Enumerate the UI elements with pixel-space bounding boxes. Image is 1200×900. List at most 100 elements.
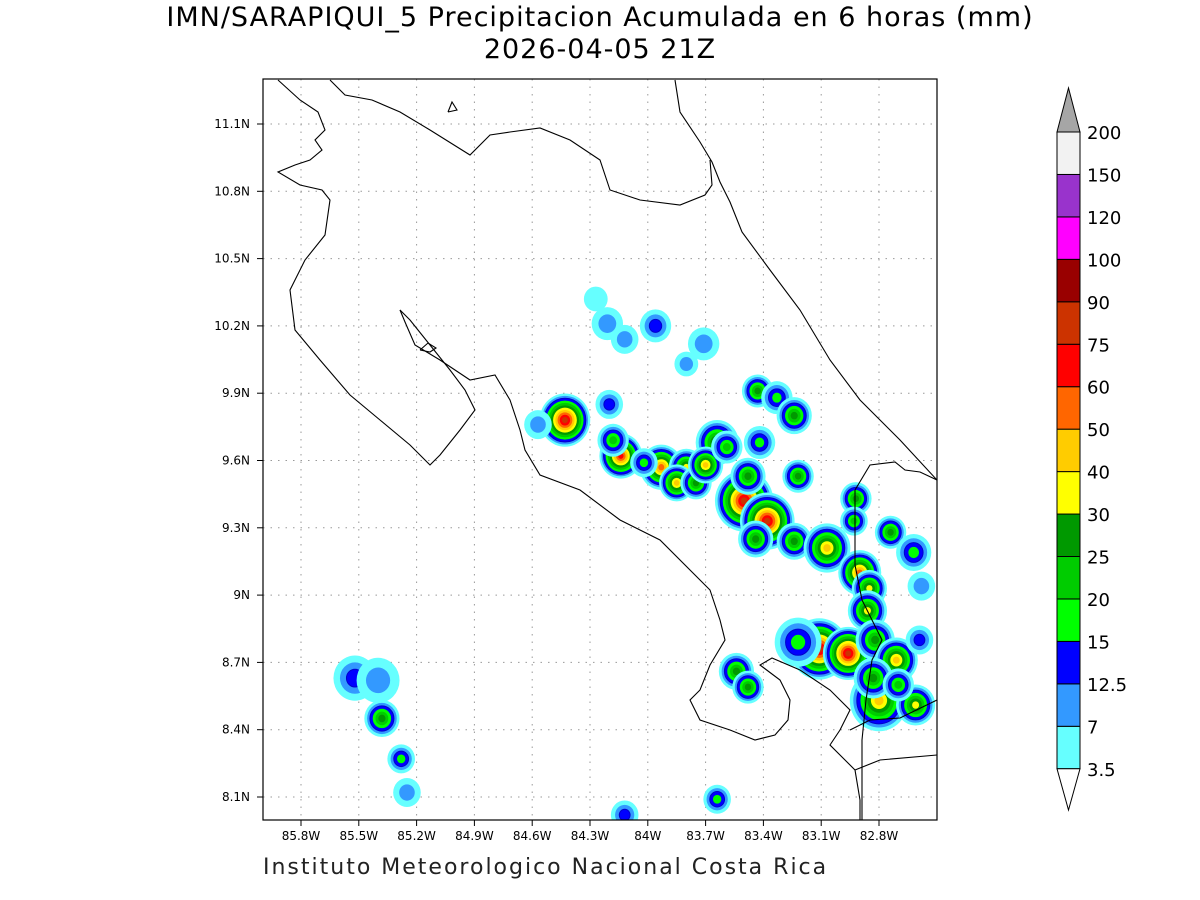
lon-tick-label: 84W [634,829,661,843]
precip-contour [764,517,771,525]
precip-cell [595,389,624,419]
colorbar-swatch [1056,173,1081,218]
colorbar-swatch [1056,598,1081,642]
lat-tick-label: 9N [233,588,250,602]
precip-cell [882,668,914,702]
colorbar-label: 90 [1087,293,1110,314]
lon-tick-label: 84.3W [571,829,610,843]
precip-cell [583,286,608,312]
border-line [854,490,883,820]
precip-contour [912,701,920,709]
nicaragua-coast [329,79,713,206]
precip-contour [365,667,391,694]
precip-contour [823,544,831,552]
precip-cell [630,448,658,478]
precip-contour [609,436,618,445]
colorbar-swatch [1056,640,1081,685]
colorbar-label: 30 [1087,505,1110,526]
lon-tick-label: 82.8W [860,829,899,843]
colorbar-label: 75 [1087,335,1110,356]
colorbar-label: 20 [1087,590,1110,611]
precip-cell [874,515,907,549]
colorbar-swatch [1056,683,1081,727]
colorbar: 3.5 7 12.5 15 20 25 30 40 50 60 75 90 100 120 150 200 [1056,86,1127,812]
precip-contour [616,331,633,348]
precip-contour [871,635,880,645]
colorbar-label: 3.5 [1087,760,1116,781]
precip-cell [639,309,672,343]
precip-cell [905,625,934,655]
graticule [263,79,937,820]
panama-pacific-coast [854,754,937,771]
colorbar-label: 60 [1087,378,1110,399]
precip-contour [850,517,858,525]
precip-contour [772,392,782,403]
colorbar-swatch [1056,471,1081,515]
colorbar-label: 150 [1087,165,1121,186]
lat-tick-label: 10.8N [214,184,250,198]
precip-cell [387,744,415,774]
precip-cell [610,800,639,820]
colorbar-swatch [1056,386,1081,430]
precipitation-cells [333,286,936,820]
precip-cell [803,523,851,573]
lon-tick-label: 83.1W [802,829,841,843]
colorbar-swatch [1056,131,1081,175]
precip-contour [869,673,878,683]
precip-contour [892,656,900,664]
lon-tick-label: 85.5W [340,829,379,843]
precip-contour [598,314,617,333]
precip-cell [610,324,639,354]
precip-cell [730,457,766,495]
precip-cell [393,778,421,808]
footer-credit: Instituto Meteorologico Nacional Costa R… [263,855,829,880]
lon-tick-label: 83.4W [744,829,783,843]
precip-contour [740,497,748,505]
lake-island [419,342,438,353]
lat-tick-label: 10.5N [214,252,250,266]
precip-contour [702,462,709,468]
map-subtitle: 2026-04-05 21Z [483,34,717,65]
panama-coast [849,699,937,731]
precip-cell [896,533,932,571]
colorbar-label: 25 [1087,548,1110,569]
lat-tick-label: 11.1N [214,117,250,131]
map-title: IMN/SARAPIQUI_5 Precipitacion Acumulada … [166,2,1034,33]
precip-contour [894,680,903,689]
precip-cell [688,446,724,484]
precip-contour [754,437,765,448]
precip-contour [913,633,926,647]
colorbar-swatch [1056,301,1081,345]
colorbar-label: 15 [1087,632,1110,653]
precip-contour [790,537,798,546]
precip-cell [743,426,776,460]
pacific-coast [399,309,861,820]
caribbean-coast [674,79,937,481]
precip-contour [712,794,722,804]
precip-contour [790,634,806,650]
precip-cell [840,482,872,516]
precip-contour [639,458,649,468]
precip-contour [562,417,568,424]
precip-contour [648,318,663,333]
lon-tick-label: 85.2W [397,829,436,843]
colorbar-swatch [1056,725,1081,770]
colorbar-under-arrow [1056,768,1081,812]
precip-cell [738,520,774,558]
precip-cell [703,784,731,814]
precip-contour [679,357,694,372]
precip-contour [794,472,802,480]
lat-tick-label: 9.6N [222,454,250,468]
precip-cell [732,670,764,704]
precip-cell [776,522,812,560]
colorbar-label: 200 [1087,123,1121,144]
precip-contour [396,754,406,764]
precip-contour [744,472,752,481]
lat-tick-label: 9.9N [222,386,250,400]
colorbar-label: 120 [1087,208,1121,229]
precip-cell [907,571,936,601]
precip-contour [732,667,741,676]
precip-contour [658,464,665,471]
